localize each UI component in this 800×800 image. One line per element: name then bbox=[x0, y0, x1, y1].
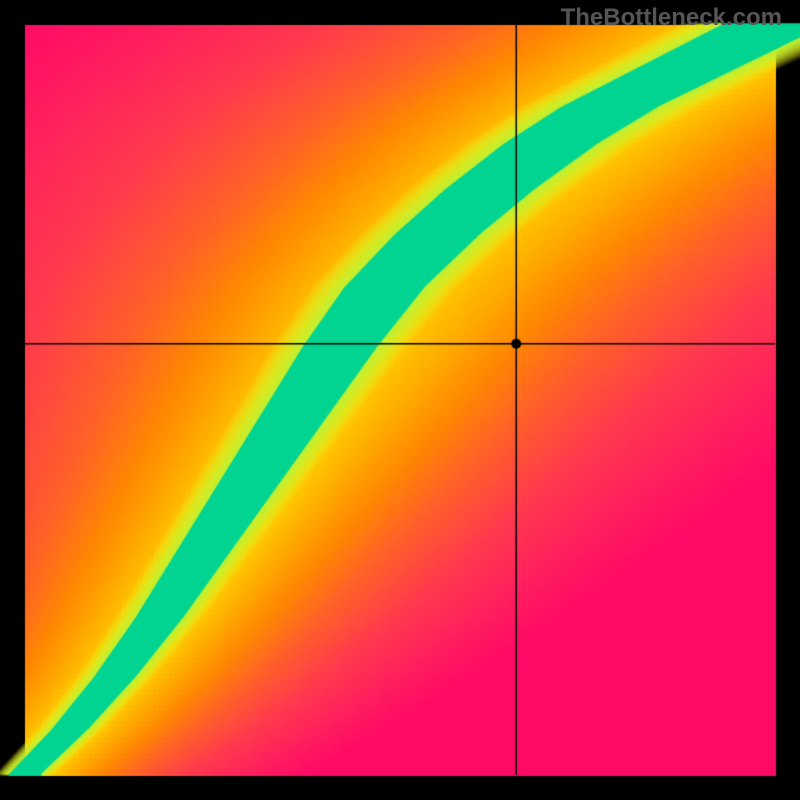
bottleneck-heatmap bbox=[0, 0, 800, 800]
watermark-text: TheBottleneck.com bbox=[561, 4, 782, 32]
